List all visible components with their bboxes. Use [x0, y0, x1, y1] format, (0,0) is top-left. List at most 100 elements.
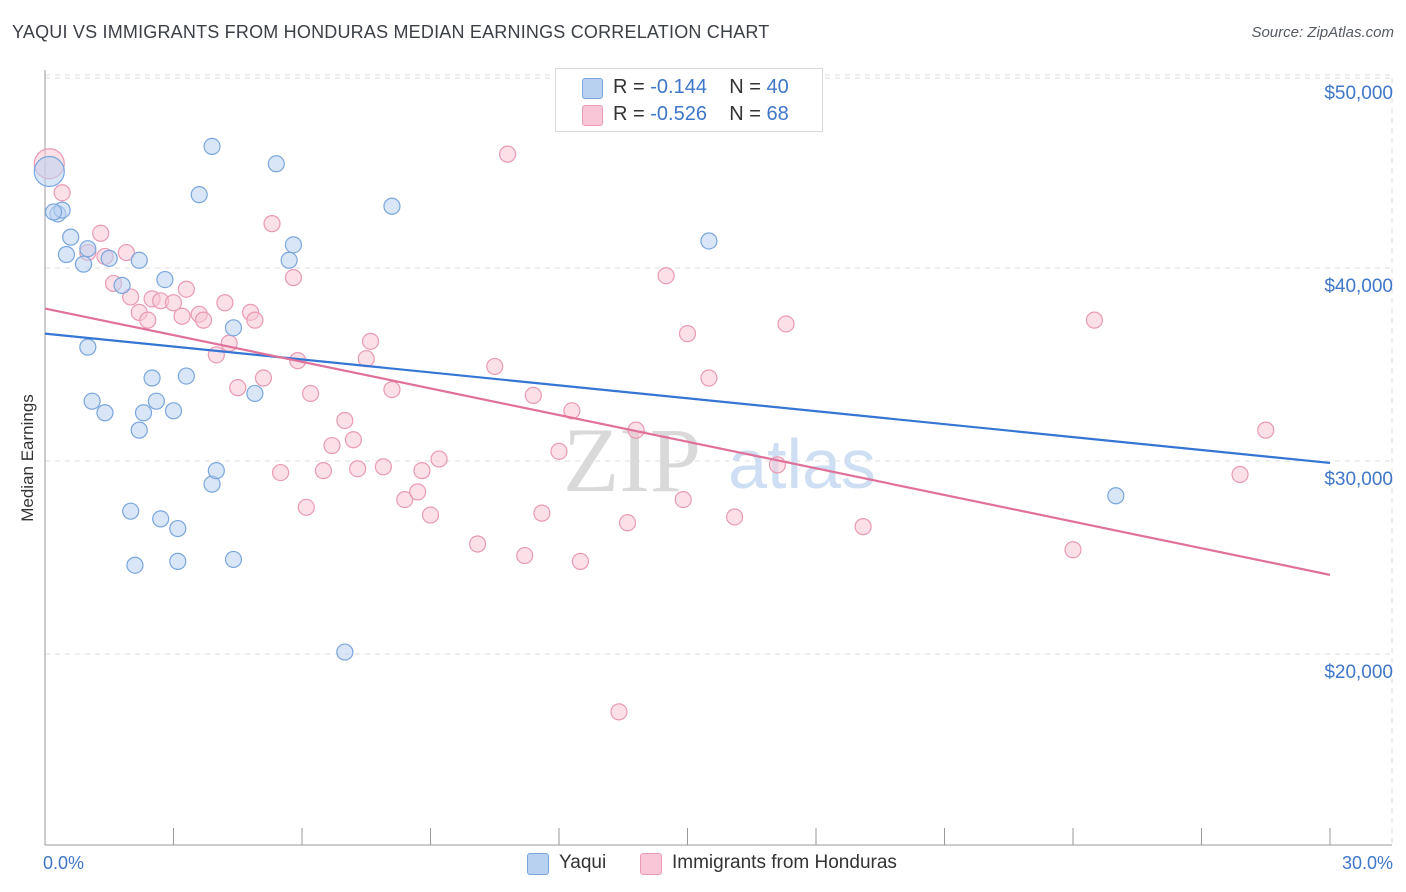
- point-yaqui: [1107, 487, 1125, 505]
- point-honduras: [323, 436, 341, 455]
- point-yaqui: [164, 402, 183, 420]
- legend-n-label: N =: [729, 103, 761, 125]
- point-yaqui: [156, 270, 174, 289]
- y-tick-label: $30,000: [1324, 469, 1393, 490]
- point-yaqui: [130, 251, 148, 269]
- legend-r-label: R =: [613, 76, 645, 98]
- point-honduras: [854, 518, 872, 536]
- point-yaqui: [203, 137, 221, 156]
- legend-swatch-yaqui: [582, 78, 603, 99]
- y-tick-label: $40,000: [1324, 276, 1393, 297]
- point-honduras: [413, 462, 431, 480]
- point-yaqui: [336, 643, 354, 661]
- point-honduras: [571, 552, 590, 570]
- point-honduras: [430, 450, 448, 468]
- x-tick-label-min: 0.0%: [43, 853, 84, 873]
- point-honduras: [469, 535, 487, 553]
- axes: [44, 70, 1392, 846]
- chart-title: YAQUI VS IMMIGRANTS FROM HONDURAS MEDIAN…: [12, 22, 770, 42]
- point-honduras: [349, 460, 367, 478]
- point-yaqui: [246, 384, 264, 403]
- point-honduras: [164, 294, 183, 312]
- watermark-atlas: atlas: [728, 425, 876, 503]
- x-tick-label-max: 30.0%: [1342, 853, 1393, 873]
- point-honduras: [610, 703, 628, 721]
- point-honduras: [246, 311, 264, 329]
- point-honduras: [409, 483, 427, 501]
- legend-r-label: R =: [613, 103, 645, 125]
- point-honduras: [117, 243, 135, 262]
- point-yaqui: [224, 319, 243, 337]
- legend-swatch-honduras: [582, 105, 603, 126]
- point-honduras: [1064, 541, 1082, 559]
- point-yaqui: [280, 251, 298, 269]
- point-honduras: [177, 280, 195, 298]
- point-honduras: [618, 514, 637, 532]
- point-yaqui: [79, 240, 97, 258]
- point-honduras: [486, 357, 504, 376]
- point-yaqui: [169, 519, 187, 538]
- point-yaqui: [79, 338, 97, 356]
- point-yaqui: [130, 421, 148, 439]
- point-honduras: [122, 288, 140, 306]
- point-honduras: [361, 332, 380, 350]
- point-honduras: [139, 311, 157, 329]
- source-credit: Source: ZipAtlas.com: [1251, 24, 1394, 41]
- point-yaqui: [134, 404, 153, 422]
- gridlines: [45, 74, 1393, 845]
- legend-n-label: N =: [729, 76, 761, 98]
- point-honduras: [194, 311, 213, 329]
- point-honduras: [383, 380, 401, 399]
- point-yaqui: [207, 462, 225, 480]
- point-honduras: [229, 379, 247, 397]
- point-yaqui: [122, 502, 140, 520]
- point-yaqui: [33, 155, 65, 188]
- trend-lines: [44, 307, 1331, 576]
- point-honduras: [657, 267, 675, 285]
- point-honduras: [674, 491, 692, 509]
- tick-labels: $20,000 $30,000 $40,000 $50,000 0.0% 30.0%: [43, 83, 1393, 873]
- point-honduras: [1231, 465, 1249, 484]
- y-tick-label: $20,000: [1324, 662, 1393, 683]
- point-honduras: [777, 315, 795, 333]
- point-yaqui: [143, 369, 161, 387]
- point-honduras: [700, 369, 718, 387]
- point-honduras: [297, 498, 315, 516]
- point-yaqui: [62, 228, 80, 246]
- point-honduras: [1257, 421, 1275, 439]
- point-yaqui: [152, 510, 170, 528]
- bottom-legend-swatch-honduras: [640, 853, 662, 875]
- point-honduras: [516, 546, 534, 565]
- point-yaqui: [96, 404, 114, 422]
- watermark: ZIP atlas: [563, 409, 876, 511]
- point-honduras: [173, 307, 191, 325]
- point-yaqui: [177, 367, 195, 385]
- point-yaqui: [113, 276, 131, 294]
- point-yaqui: [83, 392, 101, 410]
- legend-n-value: 68: [766, 103, 789, 125]
- point-yaqui: [190, 186, 208, 204]
- point-yaqui: [74, 255, 93, 273]
- point-honduras: [263, 215, 281, 233]
- point-yaqui: [44, 203, 63, 221]
- bottom-legend-label-honduras: Immigrants from Honduras: [672, 852, 897, 873]
- legend-n-value: 40: [766, 76, 789, 98]
- trend-line-yaqui: [44, 332, 1331, 465]
- point-yaqui: [126, 556, 144, 574]
- point-yaqui: [700, 232, 718, 250]
- point-honduras: [726, 508, 744, 526]
- point-yaqui: [267, 155, 285, 173]
- bottom-legend-swatch-yaqui: [527, 853, 549, 875]
- legend-r-value: -0.526: [650, 103, 707, 125]
- point-honduras: [284, 269, 303, 287]
- legend-r-value: -0.144: [650, 76, 707, 98]
- point-honduras: [678, 325, 697, 343]
- point-honduras: [254, 369, 273, 387]
- bottom-legend-label-yaqui: Yaqui: [559, 852, 607, 873]
- trend-line-honduras: [44, 307, 1331, 576]
- point-yaqui: [147, 392, 165, 410]
- point-honduras: [421, 506, 440, 524]
- point-honduras: [336, 411, 354, 430]
- point-yaqui: [57, 245, 76, 264]
